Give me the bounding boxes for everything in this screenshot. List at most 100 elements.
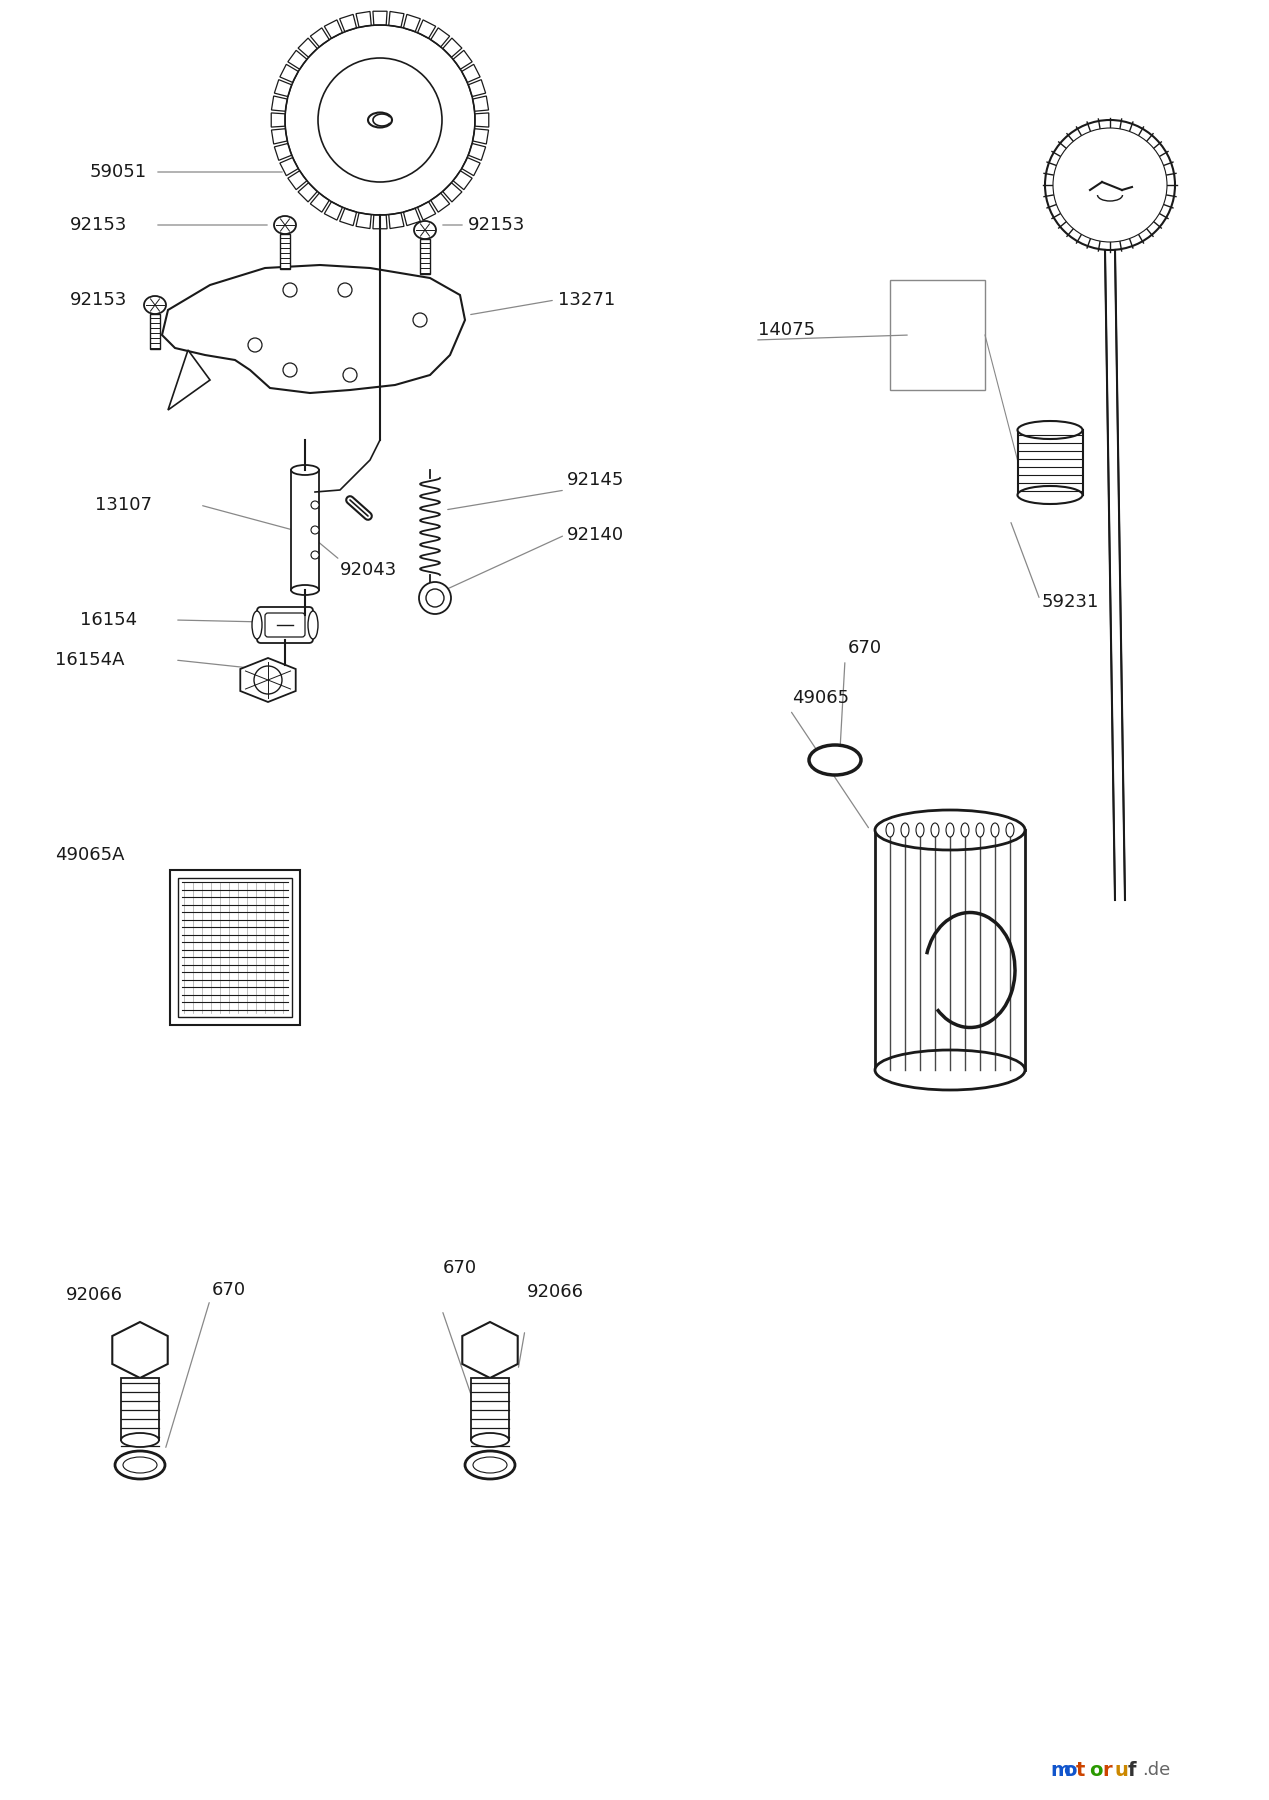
Circle shape [1044, 121, 1175, 250]
Ellipse shape [115, 1451, 165, 1480]
Ellipse shape [291, 464, 319, 475]
Polygon shape [357, 11, 372, 27]
Text: 670: 670 [848, 639, 882, 657]
Polygon shape [418, 202, 435, 220]
Circle shape [283, 364, 297, 376]
Text: 92153: 92153 [468, 216, 525, 234]
Ellipse shape [945, 823, 954, 837]
Text: 92066: 92066 [527, 1283, 584, 1301]
Ellipse shape [961, 823, 970, 837]
Text: 14075: 14075 [758, 320, 815, 338]
Ellipse shape [886, 823, 893, 837]
Ellipse shape [471, 1433, 509, 1447]
Text: 92043: 92043 [340, 562, 397, 580]
Polygon shape [240, 659, 296, 702]
Text: r: r [1101, 1760, 1112, 1780]
Bar [420, 239, 430, 274]
Polygon shape [311, 27, 329, 47]
Polygon shape [280, 65, 298, 83]
Text: m: m [1049, 1760, 1070, 1780]
Bar [178, 878, 292, 1017]
Polygon shape [453, 50, 472, 68]
Circle shape [247, 338, 261, 353]
Polygon shape [404, 14, 420, 32]
Ellipse shape [1018, 421, 1082, 439]
Polygon shape [280, 158, 298, 176]
Circle shape [311, 526, 319, 535]
Ellipse shape [274, 216, 296, 234]
Ellipse shape [308, 610, 319, 639]
Circle shape [338, 283, 352, 297]
Polygon shape [168, 349, 209, 410]
Text: 92153: 92153 [70, 216, 127, 234]
Ellipse shape [976, 823, 983, 837]
Text: 16154: 16154 [80, 610, 137, 628]
Polygon shape [430, 27, 449, 47]
Ellipse shape [876, 1049, 1025, 1091]
Bar [1018, 430, 1082, 495]
Polygon shape [462, 1321, 518, 1379]
Text: 49065A: 49065A [55, 846, 124, 864]
Polygon shape [288, 50, 307, 68]
Polygon shape [325, 202, 343, 220]
Polygon shape [325, 20, 343, 38]
Text: f: f [1128, 1760, 1137, 1780]
Text: 13271: 13271 [558, 292, 615, 310]
Ellipse shape [253, 610, 261, 639]
Polygon shape [112, 1321, 168, 1379]
Ellipse shape [414, 221, 437, 239]
Ellipse shape [916, 823, 924, 837]
Circle shape [419, 581, 450, 614]
Text: 670: 670 [443, 1258, 477, 1276]
Text: 92140: 92140 [567, 526, 624, 544]
Polygon shape [453, 171, 472, 189]
Text: o: o [1089, 1760, 1103, 1780]
Bar [471, 1379, 509, 1440]
Polygon shape [357, 212, 372, 229]
Polygon shape [443, 38, 462, 58]
Polygon shape [462, 65, 480, 83]
Polygon shape [443, 182, 462, 202]
Circle shape [311, 551, 319, 560]
Polygon shape [388, 11, 404, 27]
Polygon shape [388, 212, 404, 229]
Ellipse shape [473, 1456, 508, 1472]
FancyBboxPatch shape [258, 607, 313, 643]
Text: 13107: 13107 [95, 497, 152, 515]
Ellipse shape [121, 1433, 159, 1447]
Circle shape [1053, 128, 1167, 241]
Polygon shape [462, 158, 480, 176]
Polygon shape [472, 95, 489, 112]
Polygon shape [311, 193, 329, 212]
Polygon shape [340, 14, 357, 32]
Text: 59051: 59051 [90, 164, 147, 182]
Polygon shape [404, 209, 420, 225]
Text: 670: 670 [212, 1282, 246, 1300]
Polygon shape [288, 171, 307, 189]
Circle shape [286, 25, 475, 214]
Polygon shape [274, 79, 292, 97]
Polygon shape [272, 130, 287, 144]
Circle shape [426, 589, 444, 607]
Polygon shape [430, 193, 449, 212]
Ellipse shape [464, 1451, 515, 1480]
Polygon shape [274, 144, 292, 160]
Bar [890, 281, 985, 391]
Circle shape [311, 500, 319, 509]
Polygon shape [162, 265, 464, 392]
Bar [280, 234, 291, 268]
Circle shape [283, 283, 297, 297]
Polygon shape [418, 20, 435, 38]
Circle shape [412, 313, 426, 328]
Text: 59231: 59231 [1042, 592, 1099, 610]
Polygon shape [472, 130, 489, 144]
Text: 49065: 49065 [792, 689, 849, 707]
Ellipse shape [1006, 823, 1014, 837]
Bar [291, 470, 319, 590]
Polygon shape [272, 113, 286, 128]
Text: t: t [1076, 1760, 1085, 1780]
Ellipse shape [368, 112, 392, 128]
Polygon shape [298, 182, 317, 202]
Polygon shape [373, 214, 387, 229]
Ellipse shape [1018, 486, 1082, 504]
